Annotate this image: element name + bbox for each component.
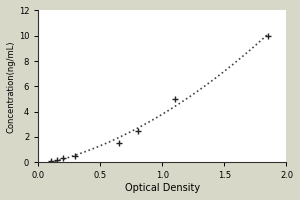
X-axis label: Optical Density: Optical Density (125, 183, 200, 193)
Y-axis label: Concentration(ng/mL): Concentration(ng/mL) (7, 40, 16, 133)
